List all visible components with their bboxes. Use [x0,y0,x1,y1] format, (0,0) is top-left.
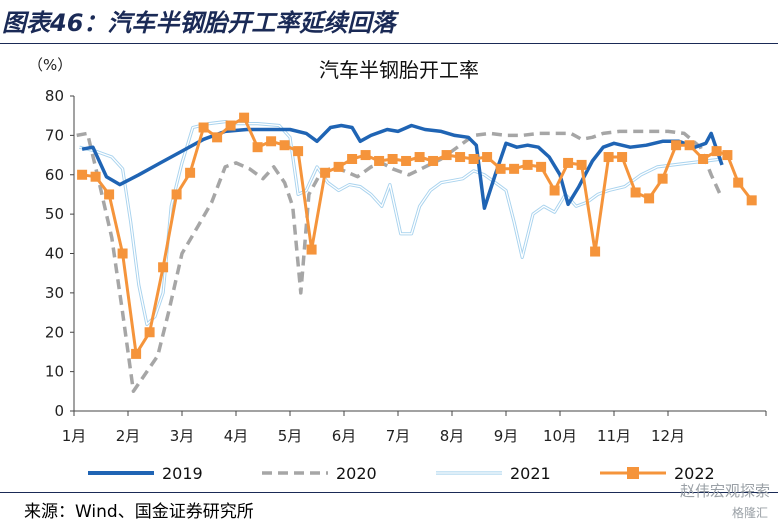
figure-title: 图表46：汽车半钢胎开工率延续回落 [2,9,396,37]
x-tick-label: 4月 [224,427,249,445]
point-2022 [455,152,466,163]
point-2022 [185,167,196,178]
point-2022 [644,193,655,204]
point-2022 [360,150,371,161]
y-tick-label: 10 [45,363,64,381]
legend-item-2020: 2020 [262,464,377,483]
point-2022 [117,248,128,259]
point-2022 [144,327,155,338]
point-2022 [104,189,115,200]
point-2022 [536,161,547,172]
legend-item-2021: 2021 [436,464,551,483]
y-tick-label: 80 [45,87,64,105]
point-2022 [698,154,709,164]
point-2022 [333,161,344,172]
y-tick-label: 40 [45,245,64,263]
point-2022 [482,152,493,163]
point-2022 [495,163,506,174]
point-2022 [617,152,628,163]
point-2022 [131,348,142,359]
x-tick-label: 3月 [170,427,195,445]
point-2022 [603,152,614,163]
point-2022 [158,262,169,273]
legend-item-2019: 2019 [88,464,203,483]
point-2022 [225,120,236,131]
source-note: 来源：Wind、国金证券研究所 [24,502,254,522]
line-2021-outer [79,120,723,326]
bottom-rule [0,492,778,493]
x-tick-label: 12月 [651,427,685,445]
x-tick-label: 7月 [386,427,411,445]
point-2022 [212,132,223,143]
point-2022 [671,140,682,151]
point-2022 [171,189,182,200]
legend-marker [627,467,639,479]
x-tick-label: 1月 [62,427,87,445]
watermark-secondary: 格隆汇 [731,506,768,520]
y-tick-label: 70 [45,126,64,144]
point-2022 [590,246,601,257]
point-2022 [563,157,574,168]
point-2022 [468,154,479,164]
x-tick-label: 8月 [440,427,465,445]
point-2022 [684,140,695,151]
point-2022 [90,171,101,182]
y-tick-label: 30 [45,284,64,302]
series-layer [76,112,757,394]
x-tick-label: 2月 [116,427,141,445]
y-tick-label: 0 [54,402,64,420]
line-2020 [76,129,724,394]
legend: 2019 2020 2021 2022 [88,464,715,483]
point-2022 [401,155,412,166]
x-tick-label: 9月 [494,427,519,445]
chart-title: 汽车半钢胎开工率 [319,58,479,82]
x-tick-label: 5月 [278,427,303,445]
y-axis-unit: （%） [28,56,72,74]
point-2022 [711,146,722,157]
legend-label: 2022 [674,464,715,483]
legend-item-2022: 2022 [600,464,715,483]
point-2022 [549,185,560,196]
series-2022 [77,112,757,359]
point-2022 [722,150,733,161]
point-2022 [657,173,668,184]
point-2022 [77,169,88,180]
point-2022 [509,163,520,174]
y-tick-label: 60 [45,166,64,184]
x-tick-label: 11月 [597,427,631,445]
axes: 0 10 20 30 40 50 60 70 80 1月 2月 3月 4月 5月 6月 7月 8月 9月 10月 11… [45,87,767,445]
point-2022 [522,159,533,170]
point-2022 [387,154,398,164]
point-2022 [576,159,587,170]
point-2022 [320,167,331,178]
legend-label: 2019 [162,464,203,483]
point-2022 [630,187,641,198]
point-2022 [266,136,277,147]
point-2022 [441,150,452,161]
point-2022 [733,177,744,188]
title-rule [0,43,778,44]
point-2022 [347,154,358,164]
point-2022 [374,155,385,166]
point-2022 [252,142,263,153]
point-2022 [414,152,425,163]
point-2022 [239,112,250,123]
line-2021-inner [79,120,723,326]
x-tick-label: 6月 [332,427,357,445]
point-2022 [198,122,209,133]
series-2020 [76,129,724,394]
point-2022 [293,146,304,157]
watermark: 赵伟宏观探索 [679,482,770,500]
series-2021 [79,120,723,326]
point-2022 [279,140,290,151]
legend-label: 2020 [336,464,377,483]
point-2022 [306,244,317,255]
x-tick-label: 10月 [543,427,577,445]
point-2022 [746,195,757,206]
y-tick-label: 50 [45,205,64,223]
point-2022 [428,155,439,166]
y-tick-label: 20 [45,323,64,341]
legend-label: 2021 [510,464,551,483]
